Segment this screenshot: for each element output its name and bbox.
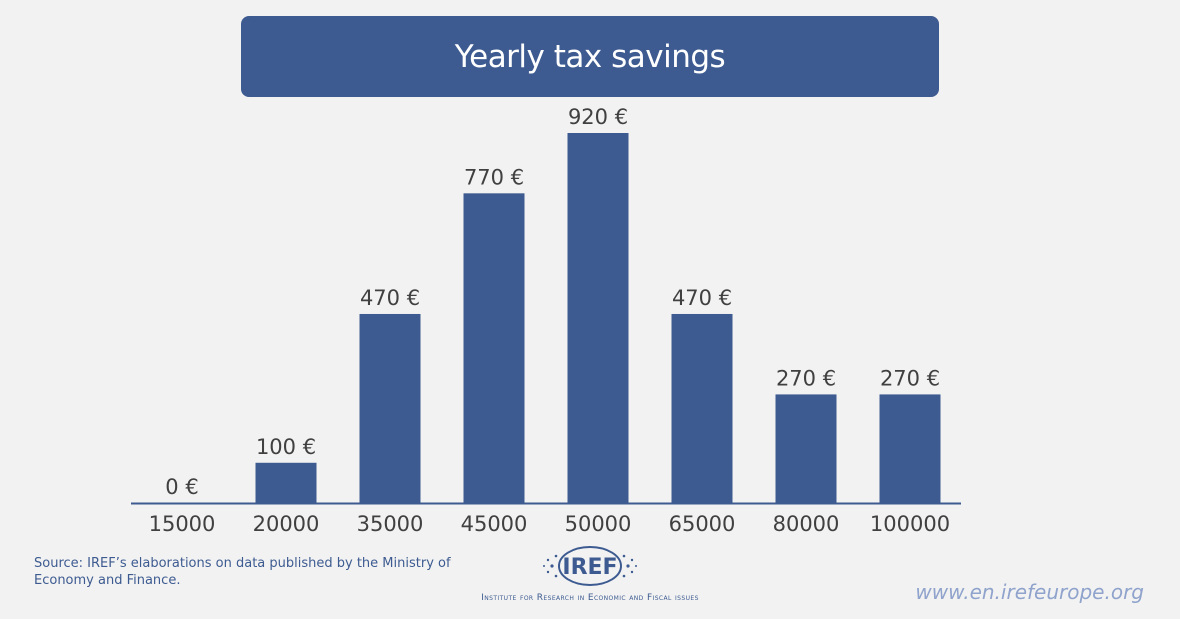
x-tick-label: 45000 bbox=[461, 512, 528, 536]
chart-title-box: Yearly tax savings bbox=[241, 16, 939, 97]
bar-100000 bbox=[879, 394, 941, 503]
data-label: 0 € bbox=[165, 475, 198, 499]
svg-text:IREF: IREF bbox=[562, 555, 617, 580]
bar-35000 bbox=[359, 313, 421, 503]
bar-65000 bbox=[671, 313, 733, 503]
data-label: 470 € bbox=[360, 286, 420, 310]
data-label: 470 € bbox=[672, 286, 732, 310]
website-link[interactable]: www.en.irefeurope.org bbox=[915, 580, 1144, 604]
data-label: 920 € bbox=[568, 105, 628, 129]
bar-50000 bbox=[567, 133, 629, 503]
data-label: 270 € bbox=[776, 366, 836, 390]
iref-logo: IREF bbox=[543, 546, 637, 586]
bar-45000 bbox=[463, 193, 525, 503]
x-tick-label: 20000 bbox=[253, 512, 320, 536]
institute-name: Institute for Research in Economic and F… bbox=[481, 593, 699, 603]
data-label: 770 € bbox=[464, 165, 524, 189]
bar-80000 bbox=[775, 394, 837, 503]
data-label: 270 € bbox=[880, 366, 940, 390]
x-tick-label: 15000 bbox=[149, 512, 216, 536]
data-label: 100 € bbox=[256, 435, 316, 459]
x-tick-label: 50000 bbox=[565, 512, 632, 536]
bar-20000 bbox=[255, 462, 317, 503]
x-tick-label: 100000 bbox=[870, 512, 950, 536]
x-tick-label: 35000 bbox=[357, 512, 424, 536]
x-tick-label: 65000 bbox=[669, 512, 736, 536]
chart-title: Yearly tax savings bbox=[454, 38, 726, 75]
source-note: Source: IREF’s elaborations on data publ… bbox=[34, 556, 451, 588]
bar-chart: 0 € 15000 100 € 20000 470 € 35000 770 € 45000 92… bbox=[131, 105, 961, 536]
x-tick-label: 80000 bbox=[773, 512, 840, 536]
